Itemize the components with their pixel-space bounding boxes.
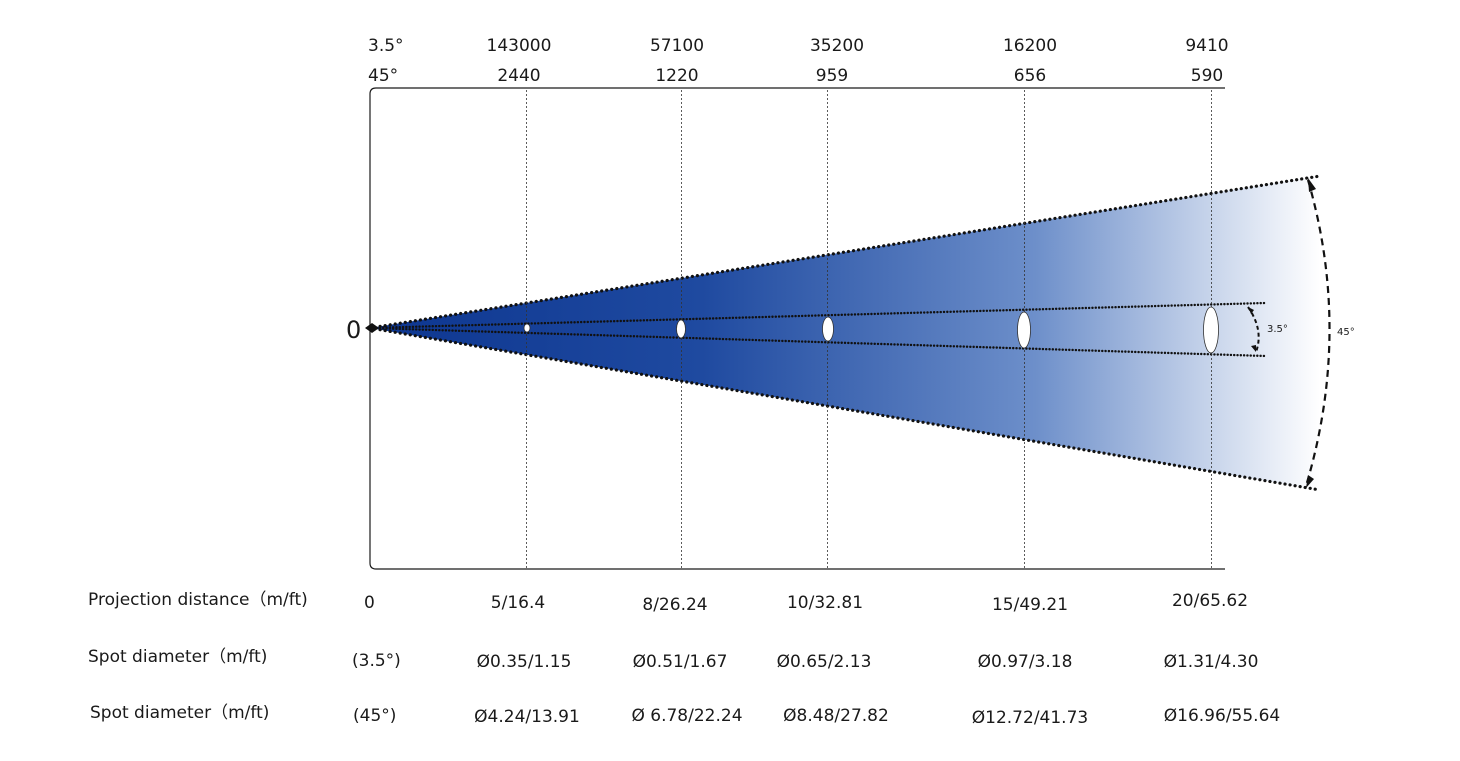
- lux-wide-value: 590: [1191, 66, 1223, 86]
- spot-diameter-narrow-value: Ø0.65/2.13: [777, 652, 872, 672]
- spot-diameter-narrow-value: Ø0.35/1.15: [477, 652, 572, 672]
- lux-wide-value: 1220: [655, 66, 698, 86]
- spot-diameter-wide-label: Spot diameter（m/ft): [90, 703, 269, 723]
- narrow-beam-edge-bottom: [368, 326, 1267, 358]
- light-spot: [523, 323, 531, 333]
- light-spot: [1017, 311, 1031, 349]
- narrow-angle-arrow-top: [1248, 307, 1254, 314]
- wide-angle-arc: [1304, 179, 1331, 487]
- spot-diameter-wide-value: Ø4.24/13.91: [474, 707, 580, 727]
- projection-distance-value: 20/65.62: [1172, 591, 1248, 611]
- lux-wide-value: 2440: [497, 66, 540, 86]
- spot-diameter-wide-value: Ø12.72/41.73: [972, 708, 1088, 728]
- wide-beam-edge-top: [368, 174, 1322, 330]
- projection-distance-value: 5/16.4: [491, 593, 545, 613]
- lux-wide-value: 656: [1014, 66, 1046, 86]
- spot-diameter-wide-angle: (45°): [353, 706, 396, 726]
- spot-diameter-wide-value: Ø8.48/27.82: [783, 706, 889, 726]
- origin-marker: [365, 323, 379, 333]
- narrow-angle-arrow-bottom: [1251, 345, 1256, 352]
- origin-label: 0: [346, 316, 361, 344]
- narrow-beam-edge-top: [368, 301, 1267, 330]
- lux-narrow-value: 16200: [1003, 36, 1057, 56]
- lux-wide-value: 959: [816, 66, 848, 86]
- narrow-angle-annotation: 3.5°: [1267, 324, 1288, 335]
- projection-distance-label: Projection distance（m/ft): [88, 590, 308, 610]
- spot-diameter-wide-value: Ø16.96/55.64: [1164, 706, 1280, 726]
- projection-distance-value: 8/26.24: [642, 595, 707, 615]
- spot-diameter-narrow-value: Ø0.51/1.67: [633, 652, 728, 672]
- projection-distance-start: 0: [364, 593, 375, 613]
- header-beam-angle-narrow: 3.5°: [368, 36, 404, 56]
- spot-diameter-narrow-value: Ø0.97/3.18: [978, 652, 1073, 672]
- projection-distance-value: 15/49.21: [992, 595, 1068, 615]
- spot-diameter-narrow-value: Ø1.31/4.30: [1164, 652, 1259, 672]
- wide-angle-annotation: 45°: [1337, 327, 1355, 338]
- wide-angle-arrow-top: [1308, 178, 1316, 192]
- lux-narrow-value: 57100: [650, 36, 704, 56]
- wide-beam-cone: [370, 176, 1320, 490]
- light-spot: [1203, 306, 1219, 354]
- lux-narrow-value: 9410: [1185, 36, 1228, 56]
- projection-distance-value: 10/32.81: [787, 593, 863, 613]
- lux-narrow-value: 143000: [487, 36, 552, 56]
- light-spot: [676, 319, 686, 339]
- spot-diameter-wide-value: Ø 6.78/22.24: [631, 706, 742, 726]
- light-spot: [822, 316, 834, 342]
- narrow-angle-arc: [1247, 306, 1260, 353]
- header-beam-angle-wide: 45°: [368, 66, 398, 86]
- spot-diameter-narrow-angle: (3.5°): [352, 651, 401, 671]
- wide-angle-arrow-bottom: [1306, 475, 1314, 488]
- spot-diameter-narrow-label: Spot diameter（m/ft): [88, 647, 267, 667]
- lux-narrow-value: 35200: [810, 36, 864, 56]
